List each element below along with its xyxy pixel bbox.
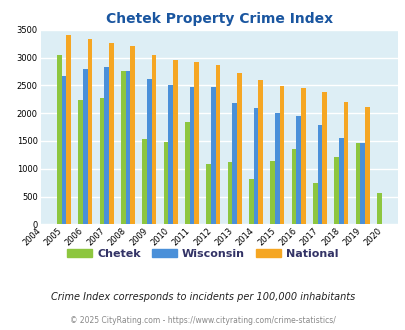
Title: Chetek Property Crime Index: Chetek Property Crime Index	[105, 12, 332, 26]
Bar	[78, 100, 83, 224]
Legend: Chetek, Wisconsin, National: Chetek, Wisconsin, National	[63, 245, 342, 263]
Bar	[125, 71, 130, 224]
Bar	[104, 67, 109, 224]
Bar	[355, 143, 359, 224]
Bar	[279, 86, 283, 224]
Bar	[62, 76, 66, 224]
Bar	[333, 157, 338, 224]
Bar	[66, 35, 71, 224]
Bar	[376, 193, 381, 224]
Bar	[232, 103, 237, 224]
Bar	[317, 125, 322, 224]
Bar	[300, 87, 305, 224]
Bar	[296, 116, 300, 224]
Bar	[83, 69, 87, 224]
Bar	[322, 92, 326, 224]
Bar	[99, 98, 104, 224]
Bar	[194, 62, 198, 224]
Bar	[189, 87, 194, 224]
Bar	[142, 139, 147, 224]
Bar	[211, 87, 215, 224]
Text: Crime Index corresponds to incidents per 100,000 inhabitants: Crime Index corresponds to incidents per…	[51, 292, 354, 302]
Text: © 2025 CityRating.com - https://www.cityrating.com/crime-statistics/: © 2025 CityRating.com - https://www.city…	[70, 315, 335, 325]
Bar	[227, 162, 232, 224]
Bar	[184, 122, 189, 224]
Bar	[248, 179, 253, 224]
Bar	[163, 142, 168, 224]
Bar	[215, 65, 220, 224]
Bar	[237, 73, 241, 224]
Bar	[312, 183, 317, 224]
Bar	[338, 138, 343, 224]
Bar	[168, 85, 173, 224]
Bar	[206, 164, 211, 224]
Bar	[57, 55, 62, 224]
Bar	[274, 113, 279, 224]
Bar	[270, 161, 274, 224]
Bar	[173, 60, 177, 224]
Bar	[151, 55, 156, 224]
Bar	[253, 108, 258, 224]
Bar	[364, 107, 369, 224]
Bar	[359, 143, 364, 224]
Bar	[147, 79, 151, 224]
Bar	[121, 71, 125, 224]
Bar	[87, 39, 92, 224]
Bar	[130, 46, 134, 224]
Bar	[258, 80, 262, 224]
Bar	[109, 43, 113, 224]
Bar	[291, 149, 296, 224]
Bar	[343, 102, 347, 224]
